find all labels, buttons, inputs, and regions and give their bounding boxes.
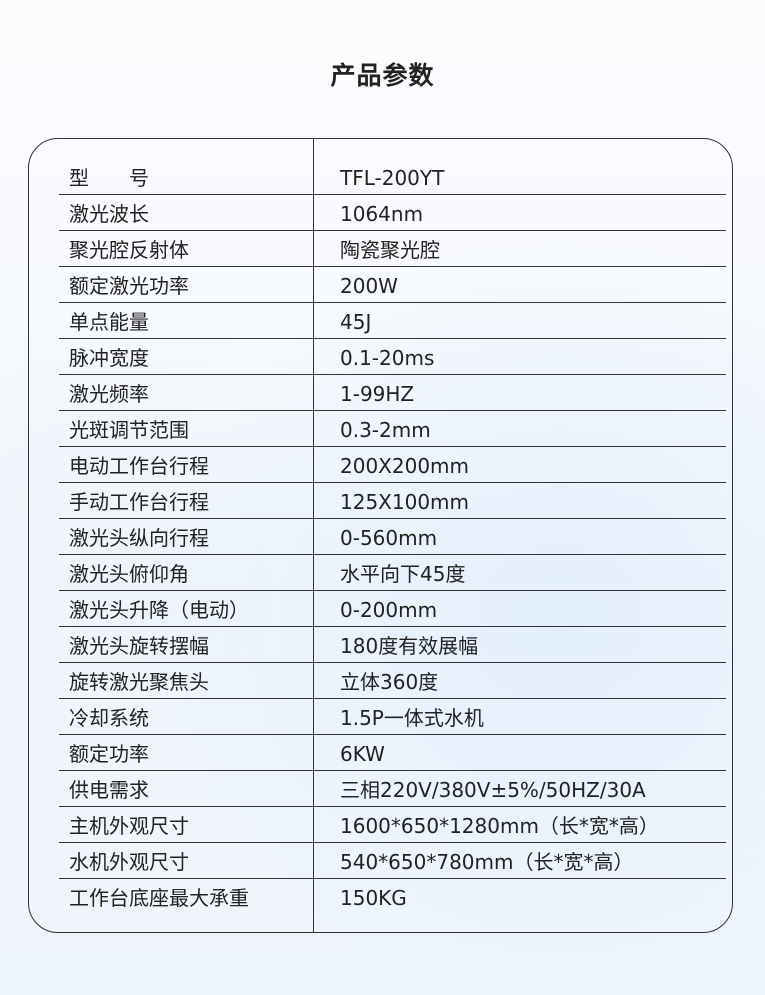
table-row: 激光频率 1-99HZ bbox=[59, 375, 726, 411]
param-value: 1.5P一体式水机 bbox=[340, 706, 484, 730]
param-label: 激光头升降（电动） bbox=[69, 598, 249, 622]
param-label: 旋转激光聚焦头 bbox=[69, 670, 209, 694]
param-label: 额定功率 bbox=[69, 742, 149, 766]
param-label: 激光头旋转摆幅 bbox=[69, 634, 209, 658]
table-row: 单点能量 45J bbox=[59, 303, 726, 339]
param-value: 45J bbox=[340, 310, 372, 334]
table-row: 额定激光功率 200W bbox=[59, 267, 726, 303]
param-label: 激光头俯仰角 bbox=[69, 562, 189, 586]
param-value: 6KW bbox=[340, 742, 385, 766]
param-value: 1-99HZ bbox=[340, 382, 415, 406]
table-row: 额定功率 6KW bbox=[59, 735, 726, 771]
table-row: 电动工作台行程 200X200mm bbox=[59, 447, 726, 483]
param-label: 脉冲宽度 bbox=[69, 346, 149, 370]
param-value: 三相220V/380V±5%/50HZ/30A bbox=[340, 778, 646, 802]
table-row: 供电需求 三相220V/380V±5%/50HZ/30A bbox=[59, 771, 726, 807]
param-label: 供电需求 bbox=[69, 778, 149, 802]
table-row: 脉冲宽度 0.1-20ms bbox=[59, 339, 726, 375]
param-label: 电动工作台行程 bbox=[69, 454, 209, 478]
param-value: 水平向下45度 bbox=[340, 562, 466, 586]
param-value: TFL-200YT bbox=[340, 166, 445, 190]
param-label: 激光频率 bbox=[69, 382, 149, 406]
param-label: 聚光腔反射体 bbox=[69, 238, 189, 262]
table-row: 激光头升降（电动） 0-200mm bbox=[59, 591, 726, 627]
table-row: 水机外观尺寸 540*650*780mm（长*宽*高） bbox=[59, 843, 726, 879]
param-value: 1064nm bbox=[340, 202, 424, 226]
param-label: 冷却系统 bbox=[69, 706, 149, 730]
table-row: 激光头俯仰角 水平向下45度 bbox=[59, 555, 726, 591]
param-label: 手动工作台行程 bbox=[69, 490, 209, 514]
param-label: 激光头纵向行程 bbox=[69, 526, 209, 550]
param-value: 立体360度 bbox=[340, 670, 439, 694]
param-label: 型 号 bbox=[69, 166, 149, 190]
param-label: 主机外观尺寸 bbox=[69, 814, 189, 838]
param-value: 0.1-20ms bbox=[340, 346, 435, 370]
table-row: 激光头纵向行程 0-560mm bbox=[59, 519, 726, 555]
param-value: 陶瓷聚光腔 bbox=[340, 238, 440, 262]
column-divider bbox=[313, 139, 315, 932]
spec-rows: 型 号 TFL-200YT 激光波长 1064nm 聚光腔反射体 陶瓷聚光腔额定激光功率 2… bbox=[59, 159, 726, 915]
param-label: 水机外观尺寸 bbox=[69, 850, 189, 874]
param-value: 0.3-2mm bbox=[340, 418, 431, 442]
table-row: 激光头旋转摆幅 180度有效展幅 bbox=[59, 627, 726, 663]
param-value: 1600*650*1280mm（长*宽*高） bbox=[340, 814, 659, 838]
spec-table: 型 号 TFL-200YT 激光波长 1064nm 聚光腔反射体 陶瓷聚光腔额定激光功率 2… bbox=[28, 138, 733, 933]
page-title: 产品参数 bbox=[330, 61, 435, 90]
param-value: 150KG bbox=[340, 886, 407, 910]
param-label: 光斑调节范围 bbox=[69, 418, 189, 442]
param-value: 125X100mm bbox=[340, 490, 470, 514]
param-value: 200W bbox=[340, 274, 398, 298]
param-value: 200X200mm bbox=[340, 454, 470, 478]
table-row: 光斑调节范围 0.3-2mm bbox=[59, 411, 726, 447]
param-value: 0-560mm bbox=[340, 526, 438, 550]
param-label: 额定激光功率 bbox=[69, 274, 189, 298]
table-row: 聚光腔反射体 陶瓷聚光腔 bbox=[59, 231, 726, 267]
param-value: 540*650*780mm（长*宽*高） bbox=[340, 850, 634, 874]
table-row: 旋转激光聚焦头 立体360度 bbox=[59, 663, 726, 699]
table-row: 工作台底座最大承重 150KG bbox=[59, 879, 726, 915]
param-label: 激光波长 bbox=[69, 202, 149, 226]
param-label: 工作台底座最大承重 bbox=[69, 886, 249, 910]
table-row: 冷却系统 1.5P一体式水机 bbox=[59, 699, 726, 735]
table-row: 手动工作台行程 125X100mm bbox=[59, 483, 726, 519]
param-value: 180度有效展幅 bbox=[340, 634, 479, 658]
table-row: 激光波长 1064nm bbox=[59, 195, 726, 231]
param-label: 单点能量 bbox=[69, 310, 149, 334]
table-row: 型 号 TFL-200YT bbox=[59, 159, 726, 195]
table-row: 主机外观尺寸 1600*650*1280mm（长*宽*高） bbox=[59, 807, 726, 843]
param-value: 0-200mm bbox=[340, 598, 438, 622]
